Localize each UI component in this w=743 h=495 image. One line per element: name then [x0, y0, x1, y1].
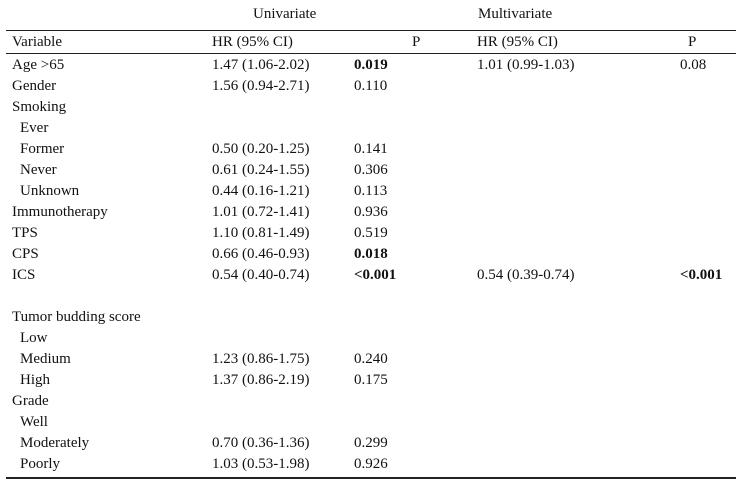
multi-hr-cell: 0.54 (0.39-0.74)	[477, 267, 575, 283]
variable-cell: Former	[20, 141, 65, 157]
table-row: ICS 0.54 (0.40-0.74) <0.001 0.54 (0.39-0.74…	[0, 265, 743, 286]
table-row: Gender 1.56 (0.94-2.71) 0.110	[0, 76, 743, 97]
multi-hr-cell: 1.01 (0.99-1.03)	[477, 57, 575, 73]
uni-p-cell: 0.141	[354, 141, 388, 157]
table-row	[0, 286, 743, 307]
uni-hr-cell: 1.10 (0.81-1.49)	[212, 225, 310, 241]
multivariate-header: Multivariate	[478, 6, 553, 22]
variable-cell: Never	[20, 162, 57, 178]
table-row: Poorly 1.03 (0.53-1.98) 0.926	[0, 454, 743, 475]
variable-cell: Medium	[20, 351, 71, 367]
uni-p-cell: 0.240	[354, 351, 388, 367]
uni-hr-cell: 1.47 (1.06-2.02)	[212, 57, 310, 73]
uni-p-cell: 0.299	[354, 435, 388, 451]
table-row: Grade	[0, 391, 743, 412]
table-row: Immunotherapy 1.01 (0.72-1.41) 0.936	[0, 202, 743, 223]
table-row: TPS 1.10 (0.81-1.49) 0.519	[0, 223, 743, 244]
uni-hr-cell: 1.01 (0.72-1.41)	[212, 204, 310, 220]
variable-cell: Low	[20, 330, 48, 346]
table-row: CPS 0.66 (0.46-0.93) 0.018	[0, 244, 743, 265]
variable-cell: Unknown	[20, 183, 80, 199]
header-uni-p: P	[412, 34, 421, 50]
uni-hr-cell: 1.03 (0.53-1.98)	[212, 456, 310, 472]
variable-cell: High	[20, 372, 50, 388]
variable-cell: Tumor budding score	[12, 309, 141, 325]
uni-hr-cell: 0.66 (0.46-0.93)	[212, 246, 310, 262]
header-rule	[6, 53, 736, 54]
variable-cell: Smoking	[12, 99, 67, 115]
variable-cell: ICS	[12, 267, 36, 283]
variable-cell: TPS	[12, 225, 38, 241]
variable-cell: Age >65	[12, 57, 65, 73]
header-multi-p: P	[688, 34, 697, 50]
variable-cell: Immunotherapy	[12, 204, 108, 220]
uni-hr-cell: 1.37 (0.86-2.19)	[212, 372, 310, 388]
uni-p-cell: 0.018	[354, 246, 388, 262]
variable-cell: Grade	[12, 393, 49, 409]
variable-cell: Moderately	[20, 435, 90, 451]
header-variable: Variable	[12, 34, 62, 50]
uni-p-cell: 0.110	[354, 78, 388, 94]
uni-p-cell: 0.926	[354, 456, 388, 472]
uni-p-cell: 0.519	[354, 225, 388, 241]
uni-p-cell: 0.306	[354, 162, 388, 178]
variable-cell: Ever	[20, 120, 49, 136]
variable-cell: Gender	[12, 78, 57, 94]
multi-p-cell: <0.001	[680, 267, 723, 283]
univariate-header: Univariate	[253, 6, 317, 22]
uni-p-cell: 0.936	[354, 204, 388, 220]
header-multi-hr: HR (95% CI)	[477, 34, 558, 50]
table-row: Medium 1.23 (0.86-1.75) 0.240	[0, 349, 743, 370]
variable-cell: Well	[20, 414, 48, 430]
uni-hr-cell: 0.61 (0.24-1.55)	[212, 162, 310, 178]
table-row: Low	[0, 328, 743, 349]
uni-hr-cell: 1.56 (0.94-2.71)	[212, 78, 310, 94]
table-row: Age >65 1.47 (1.06-2.02) 0.019 1.01 (0.99-1…	[0, 55, 743, 76]
multi-p-cell: 0.08	[680, 57, 707, 73]
table-row: Tumor budding score	[0, 307, 743, 328]
bottom-rule	[6, 477, 736, 479]
variable-cell: Poorly	[20, 456, 61, 472]
uni-hr-cell: 1.23 (0.86-1.75)	[212, 351, 310, 367]
top-rule	[6, 30, 736, 31]
uni-hr-cell: 0.44 (0.16-1.21)	[212, 183, 310, 199]
header-uni-hr: HR (95% CI)	[212, 34, 293, 50]
uni-p-cell: 0.019	[354, 57, 388, 73]
column-header-row: Variable HR (95% CI) P HR (95% CI) P	[0, 32, 743, 53]
table-row: Never 0.61 (0.24-1.55) 0.306	[0, 160, 743, 181]
table-row: Moderately 0.70 (0.36-1.36) 0.299	[0, 433, 743, 454]
table-row: Well	[0, 412, 743, 433]
uni-hr-cell: 0.70 (0.36-1.36)	[212, 435, 310, 451]
table-row: Unknown 0.44 (0.16-1.21) 0.113	[0, 181, 743, 202]
uni-p-cell: 0.175	[354, 372, 388, 388]
table-row: Former 0.50 (0.20-1.25) 0.141	[0, 139, 743, 160]
variable-cell: CPS	[12, 246, 39, 262]
table-row: High 1.37 (0.86-2.19) 0.175	[0, 370, 743, 391]
uni-hr-cell: 0.50 (0.20-1.25)	[212, 141, 310, 157]
uni-hr-cell: 0.54 (0.40-0.74)	[212, 267, 310, 283]
table-row: Smoking	[0, 97, 743, 118]
uni-p-cell: 0.113	[354, 183, 388, 199]
uni-p-cell: <0.001	[354, 267, 397, 283]
table-row: Ever	[0, 118, 743, 139]
